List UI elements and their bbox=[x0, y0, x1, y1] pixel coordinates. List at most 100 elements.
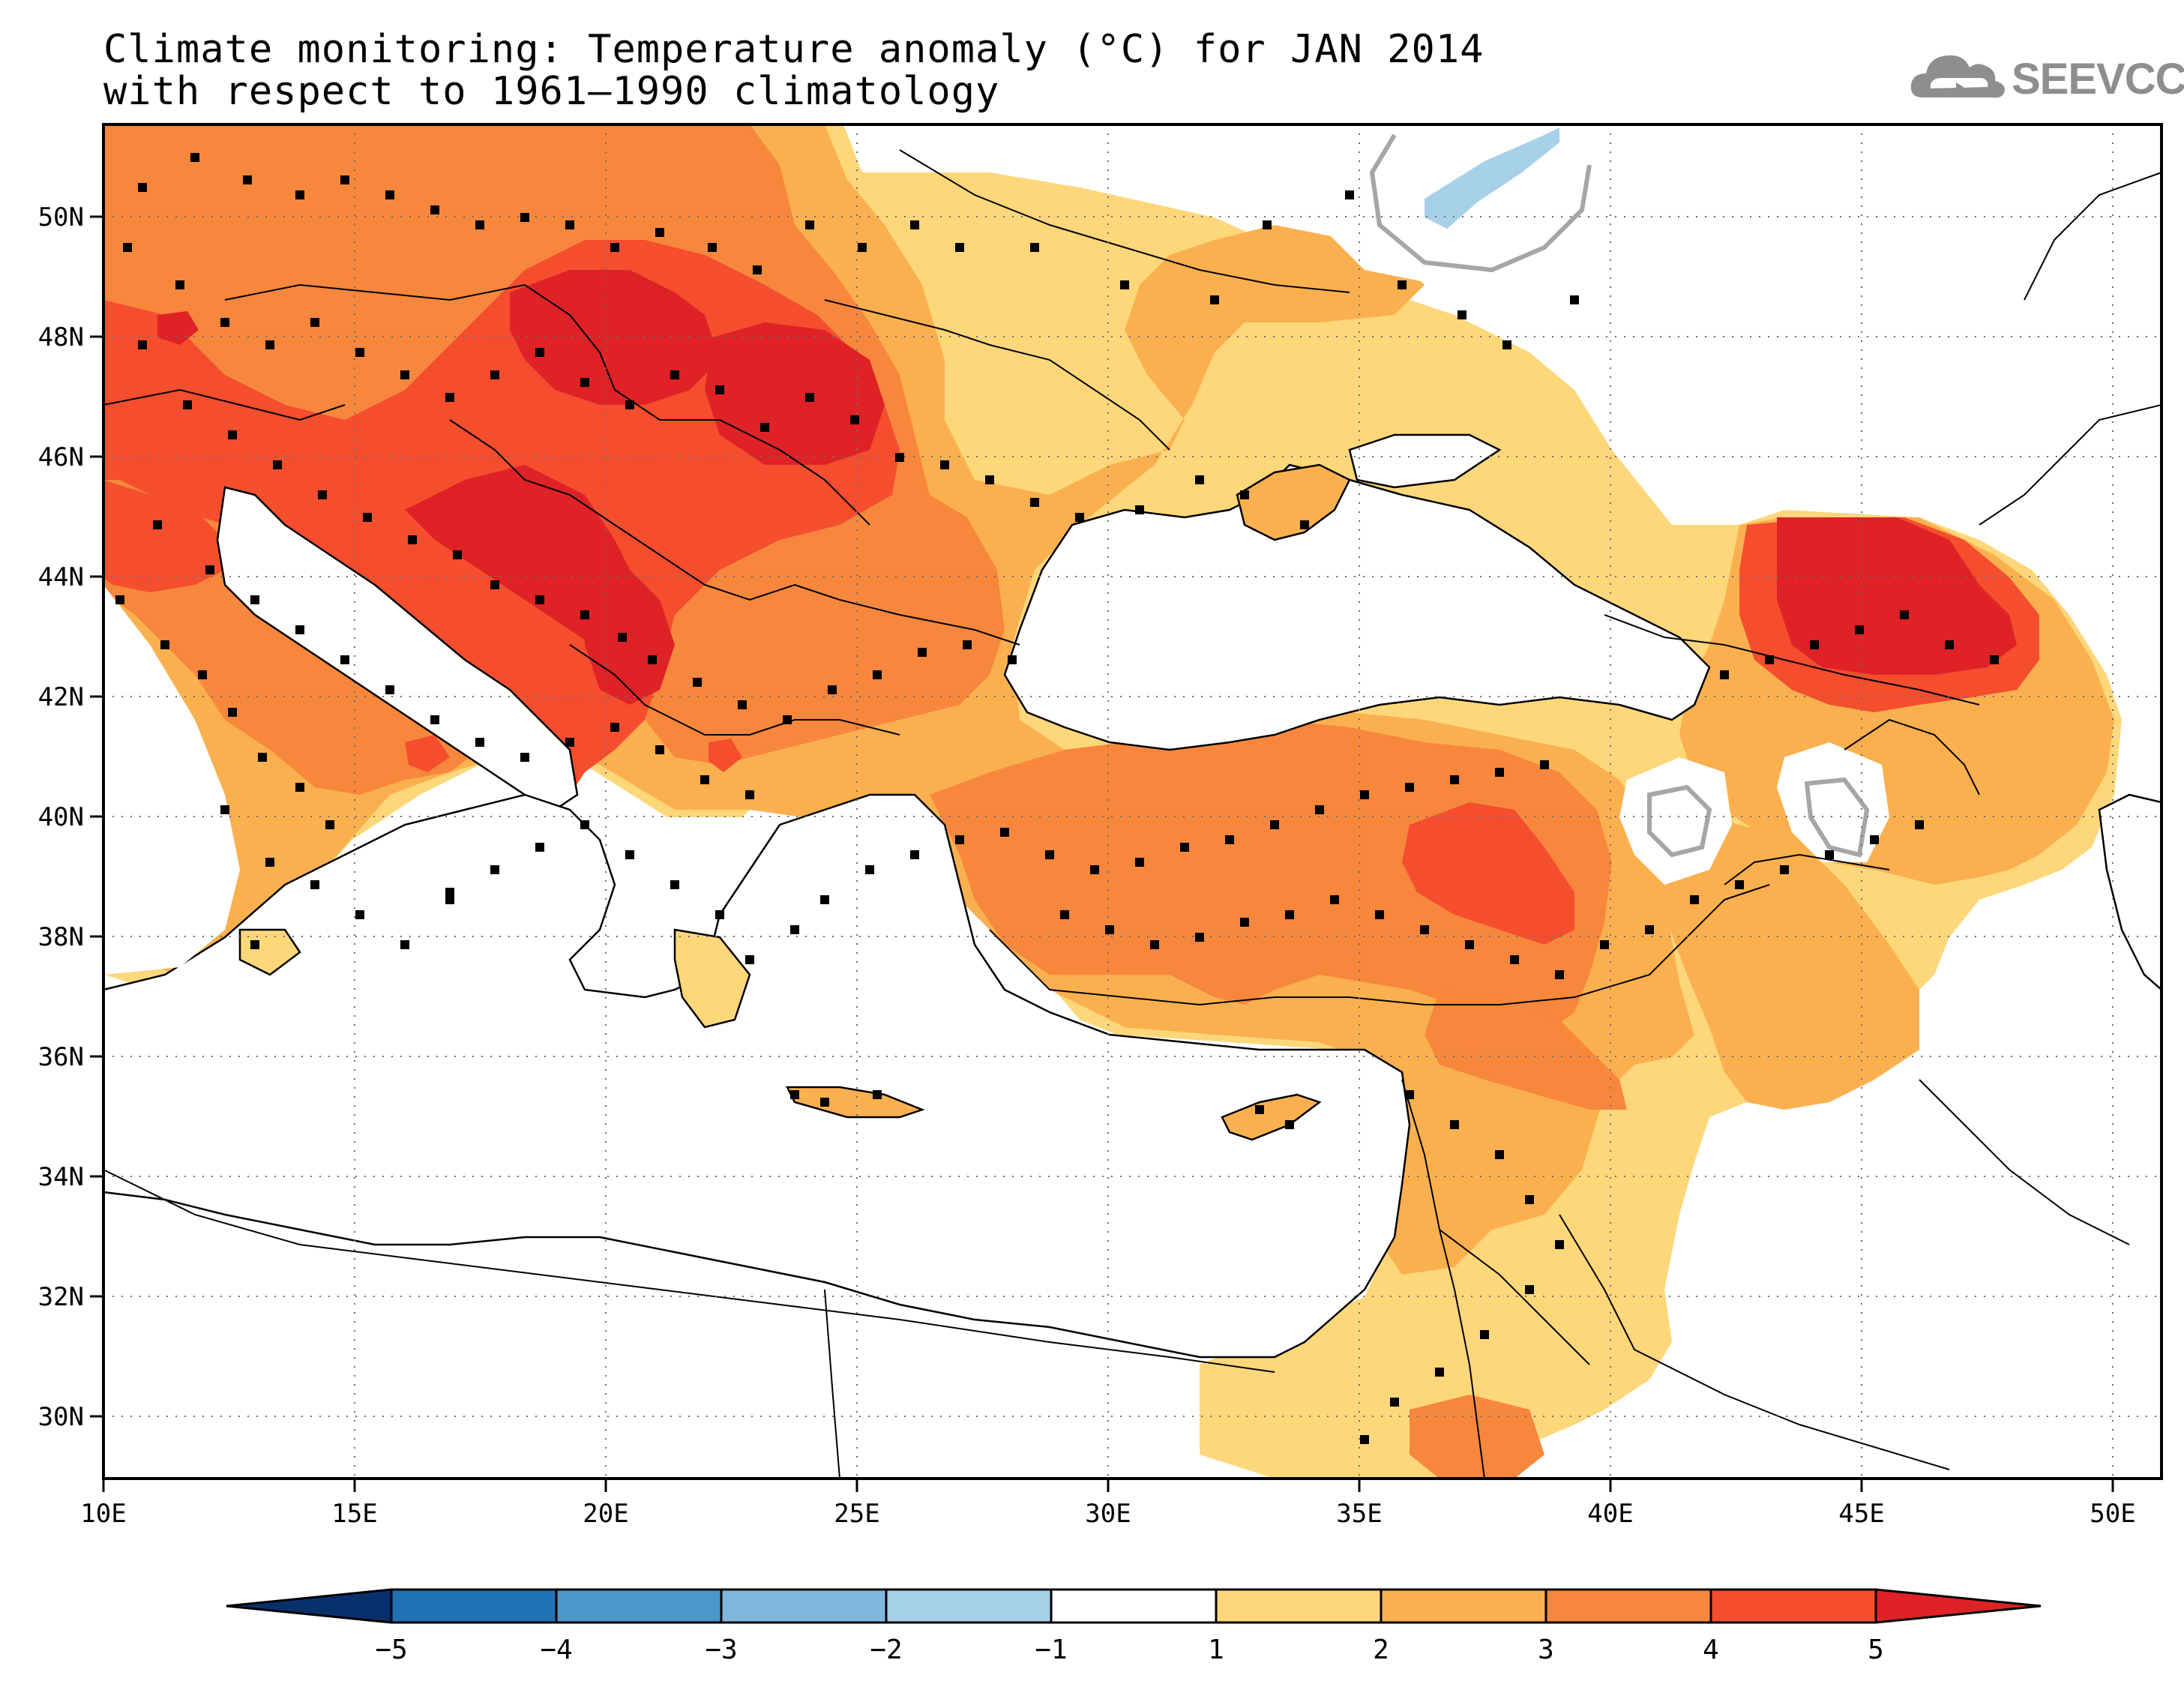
colorbar-label: 5 bbox=[1868, 1635, 1884, 1665]
station-marker bbox=[265, 858, 274, 867]
cloud-icon bbox=[1910, 55, 2005, 98]
station-marker bbox=[408, 535, 417, 544]
colorbar-cell bbox=[1709, 1588, 1877, 1624]
station-marker bbox=[1465, 940, 1474, 949]
station-marker bbox=[1825, 850, 1834, 859]
station-marker bbox=[1480, 1330, 1489, 1339]
station-marker bbox=[1105, 925, 1114, 934]
station-marker bbox=[1420, 925, 1429, 934]
station-marker bbox=[340, 175, 349, 184]
azov-sea bbox=[1348, 433, 1502, 489]
station-marker bbox=[940, 460, 949, 469]
station-marker bbox=[1690, 895, 1699, 904]
station-marker bbox=[708, 243, 717, 252]
station-marker bbox=[445, 393, 454, 402]
station-marker bbox=[918, 648, 927, 657]
station-markers bbox=[115, 153, 1999, 1444]
anomaly-zone-gt5-serbia bbox=[585, 570, 675, 705]
peloponnese bbox=[673, 928, 751, 1029]
station-marker bbox=[490, 370, 499, 379]
colorbar-cell bbox=[1215, 1588, 1383, 1624]
station-marker bbox=[625, 400, 634, 409]
station-marker bbox=[138, 183, 147, 192]
station-marker bbox=[318, 490, 327, 499]
station-marker bbox=[1330, 895, 1339, 904]
station-marker bbox=[1780, 865, 1789, 874]
station-marker bbox=[865, 865, 874, 874]
station-marker bbox=[618, 633, 627, 642]
station-marker bbox=[1450, 775, 1459, 784]
anomaly-zone-3-4-anatolia bbox=[930, 720, 1612, 1035]
station-marker bbox=[138, 340, 147, 349]
station-marker bbox=[1900, 610, 1909, 619]
lon-labels: 10E 15E 20E 25E 30E 35E 40E 45E 50E bbox=[80, 1499, 2135, 1529]
title-line-1: Climate monitoring: Temperature anomaly … bbox=[103, 27, 1484, 72]
station-marker bbox=[1405, 1090, 1414, 1099]
anomaly-zone-neg1-neg2 bbox=[1425, 127, 1559, 229]
station-marker bbox=[355, 910, 364, 919]
station-marker bbox=[1030, 243, 1039, 252]
anomaly-zone-3-4-syria bbox=[1425, 990, 1627, 1110]
station-marker bbox=[445, 888, 454, 897]
station-marker bbox=[1225, 835, 1234, 844]
station-marker bbox=[1195, 933, 1204, 942]
seevccc-logo: SEEVCCC bbox=[1908, 43, 2184, 111]
station-marker bbox=[1915, 820, 1924, 829]
station-marker bbox=[1375, 910, 1384, 919]
lon-label: 40E bbox=[1587, 1499, 1633, 1529]
station-marker bbox=[1570, 295, 1579, 304]
station-marker bbox=[1810, 640, 1819, 649]
station-marker bbox=[670, 880, 679, 889]
station-marker bbox=[828, 685, 837, 694]
anomaly-zone-4-5-turkey bbox=[1402, 802, 1574, 945]
station-marker bbox=[1765, 655, 1774, 664]
station-marker bbox=[565, 738, 574, 747]
logo-text: SEEVCCC bbox=[2012, 55, 2184, 103]
station-marker bbox=[1240, 918, 1249, 927]
station-marker bbox=[1600, 940, 1609, 949]
station-marker bbox=[1945, 640, 1954, 649]
lat-label: 34N bbox=[38, 1162, 84, 1192]
station-marker bbox=[805, 393, 814, 402]
station-marker bbox=[790, 925, 799, 934]
station-marker bbox=[273, 460, 282, 469]
station-marker bbox=[220, 318, 229, 327]
station-marker bbox=[520, 213, 529, 222]
station-marker bbox=[820, 895, 829, 904]
station-marker bbox=[1870, 835, 1879, 844]
station-marker bbox=[430, 205, 439, 214]
station-marker bbox=[310, 880, 319, 889]
station-marker bbox=[205, 565, 214, 574]
station-marker bbox=[295, 625, 304, 634]
station-marker bbox=[1195, 475, 1204, 484]
station-marker bbox=[790, 1090, 799, 1099]
colorbar-cell bbox=[885, 1588, 1053, 1624]
crimea bbox=[1236, 463, 1351, 541]
colorbar-cell bbox=[720, 1588, 888, 1624]
station-marker bbox=[1398, 280, 1407, 289]
station-marker bbox=[895, 453, 904, 462]
station-marker bbox=[1045, 850, 1054, 859]
adriatic-sea bbox=[216, 486, 579, 811]
colorbar-cell bbox=[390, 1588, 558, 1624]
station-marker bbox=[475, 738, 484, 747]
station-marker bbox=[490, 580, 499, 589]
station-marker bbox=[1390, 1398, 1399, 1407]
station-marker bbox=[1405, 783, 1414, 792]
station-marker bbox=[363, 513, 372, 522]
station-marker bbox=[580, 820, 589, 829]
station-marker bbox=[610, 243, 619, 252]
station-marker bbox=[1525, 1285, 1534, 1294]
station-marker bbox=[850, 415, 859, 424]
lon-label: 45E bbox=[1838, 1499, 1884, 1529]
station-marker bbox=[295, 190, 304, 199]
colorbar-label: −2 bbox=[870, 1635, 902, 1665]
station-marker bbox=[580, 610, 589, 619]
station-marker bbox=[655, 228, 664, 237]
station-marker bbox=[295, 783, 304, 792]
station-marker bbox=[670, 370, 679, 379]
station-marker bbox=[1270, 820, 1279, 829]
lat-label: 42N bbox=[38, 682, 84, 712]
station-marker bbox=[535, 348, 544, 357]
